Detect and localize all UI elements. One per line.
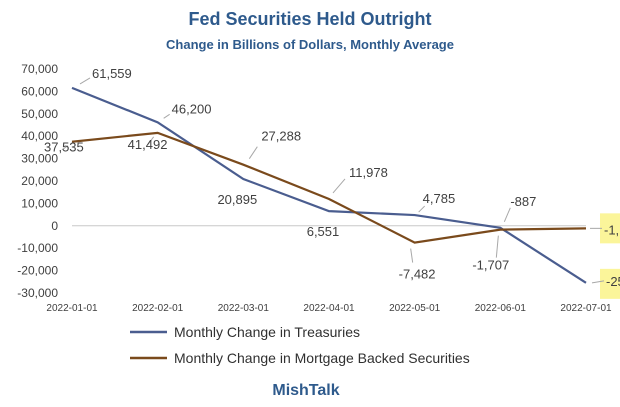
label-leader-line (410, 248, 414, 263)
y-tick-label: 70,000 (21, 62, 58, 76)
data-label-mbs: 27,288 (261, 129, 301, 144)
y-tick-label: 60,000 (21, 84, 58, 98)
y-tick-label: 30,000 (21, 152, 58, 166)
x-tick-label: 2022-07-01 (560, 303, 612, 314)
data-label-mbs: 11,978 (349, 165, 388, 180)
x-axis: 2022-01-01 2022-02-01 2022-03-01 2022-04-01… (46, 303, 612, 314)
data-label-treasuries: 4,785 (423, 191, 456, 206)
label-leader-line (495, 235, 499, 258)
legend-label-treasuries: Monthly Change in Treasuries (174, 324, 360, 340)
chart-title: Fed Securities Held Outright (188, 9, 431, 29)
highlight-box-treasuries-last (600, 268, 620, 299)
label-leader-line (591, 280, 605, 284)
series-lines (71, 86, 587, 284)
series-line-mbs (71, 131, 587, 244)
y-tick-label: 50,000 (21, 107, 58, 121)
label-leader-line (418, 205, 426, 213)
y-tick-label: 40,000 (21, 129, 58, 143)
data-label-treasuries: -25,469 (606, 274, 620, 289)
data-label-mbs: 41,492 (128, 137, 168, 152)
data-label-mbs: -1,142 (604, 222, 620, 237)
series-line-treasuries (71, 86, 587, 284)
label-leader-line (79, 77, 91, 85)
data-label-mbs: -1,707 (472, 258, 509, 273)
data-label-mbs: 37,535 (44, 140, 84, 155)
label-leader-line (163, 113, 170, 119)
label-leader-line (61, 145, 69, 151)
label-leader-line (248, 146, 258, 159)
label-leader-line (503, 207, 511, 222)
y-tick-label: 0 (51, 219, 58, 233)
x-tick-label: 2022-01-01 (46, 303, 98, 314)
highlight-boxes (600, 213, 620, 299)
x-tick-label: 2022-02-01 (132, 303, 184, 314)
y-axis: 70,000 60,000 50,000 40,000 30,000 20,000 10,0… (17, 62, 58, 300)
label-leader-line (147, 136, 155, 146)
y-tick-label: -20,000 (17, 264, 58, 278)
legend: Monthly Change in Treasuries Monthly Cha… (130, 324, 470, 366)
x-tick-label: 2022-03-01 (218, 303, 270, 314)
y-tick-label: 20,000 (21, 174, 58, 188)
data-label-treasuries: 6,551 (307, 224, 340, 239)
y-tick-label: -30,000 (17, 286, 58, 300)
chart-subtitle: Change in Billions of Dollars, Monthly A… (166, 37, 454, 52)
x-tick-label: 2022-04-01 (303, 303, 355, 314)
data-label-treasuries: -887 (510, 194, 536, 209)
label-leader-lines (61, 77, 605, 284)
y-tick-label: 10,000 (21, 196, 58, 210)
data-label-treasuries: 61,559 (92, 66, 132, 81)
data-label-mbs: -7,482 (399, 267, 436, 282)
highlight-box-mbs-last (600, 213, 620, 244)
credit-text: MishTalk (272, 382, 339, 399)
x-tick-label: 2022-06-01 (475, 303, 527, 314)
data-labels: 61,559 46,200 20,895 6,551 4,785 -887 -25,469 3… (44, 66, 620, 289)
legend-label-mbs: Monthly Change in Mortgage Backed Securi… (174, 350, 470, 366)
label-leader-line (332, 178, 346, 194)
data-label-treasuries: 20,895 (217, 192, 257, 207)
data-label-treasuries: 46,200 (172, 101, 212, 116)
y-tick-label: -10,000 (17, 241, 58, 255)
x-tick-label: 2022-05-01 (389, 303, 441, 314)
